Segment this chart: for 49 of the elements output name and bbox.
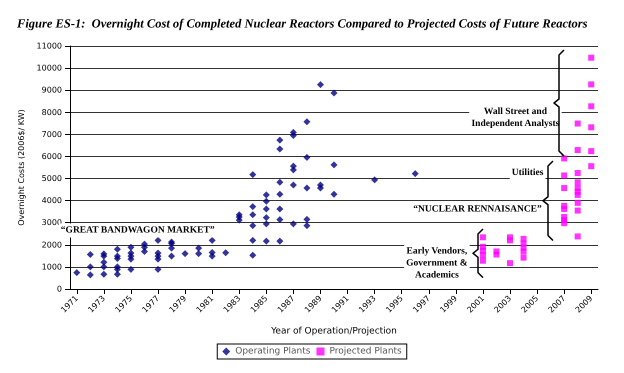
point	[574, 179, 581, 186]
point	[561, 155, 568, 162]
x-axis-title: Year of Operation/Projection	[270, 326, 397, 336]
y-tick-label: 6000	[42, 152, 62, 161]
y-tick-label: 9000	[42, 86, 62, 95]
point	[574, 233, 581, 240]
point	[480, 252, 486, 258]
point	[493, 252, 500, 258]
point	[574, 192, 581, 198]
y-axis-title: Overnight Costs (2006$/ KW)	[17, 109, 26, 226]
point	[574, 147, 581, 154]
legend-label: Operating Plants	[235, 346, 311, 356]
y-tick-label: 11000	[36, 42, 62, 50]
point	[574, 170, 581, 176]
point	[574, 200, 581, 206]
y-tick-label: 8000	[42, 108, 62, 117]
point	[588, 103, 594, 110]
annotation: “GREAT BANDWAGON MARKET”	[60, 225, 215, 236]
point	[561, 185, 568, 192]
point	[588, 124, 594, 130]
point	[561, 220, 568, 226]
y-tick-label: 0	[56, 284, 62, 294]
point	[588, 163, 594, 170]
y-tick-label: 3000	[42, 218, 62, 228]
y-tick-label: 5000	[42, 174, 62, 184]
legend-label: Projected Plants	[329, 346, 402, 356]
y-tick-label: 4000	[42, 196, 62, 206]
point	[588, 148, 594, 154]
y-tick-label: 2000	[42, 240, 62, 250]
point	[480, 234, 486, 240]
annotation: “NUCLEAR RENNAISANCE”	[413, 204, 542, 214]
point	[520, 248, 527, 254]
point	[480, 258, 486, 264]
point	[574, 208, 581, 214]
y-tick-label: 1000	[42, 262, 62, 272]
point	[588, 81, 594, 88]
point	[520, 254, 527, 261]
point	[588, 54, 594, 61]
point	[561, 172, 568, 178]
y-tick-label: 7000	[42, 130, 62, 139]
annotation: Early Vendors, Government & Academics	[406, 246, 468, 281]
chart-title: Figure ES-1: Overnight Cost of Completed Nuclear Reactors Compared to Projected Costs of Future Reactors	[16, 16, 588, 30]
point	[507, 260, 513, 266]
point	[507, 237, 513, 244]
annotation: Utilities	[512, 168, 544, 178]
point	[574, 120, 581, 127]
y-tick-label: 10000	[36, 64, 62, 73]
annotation: Wall Street and Independent Analysts	[471, 106, 560, 129]
point	[561, 206, 568, 212]
